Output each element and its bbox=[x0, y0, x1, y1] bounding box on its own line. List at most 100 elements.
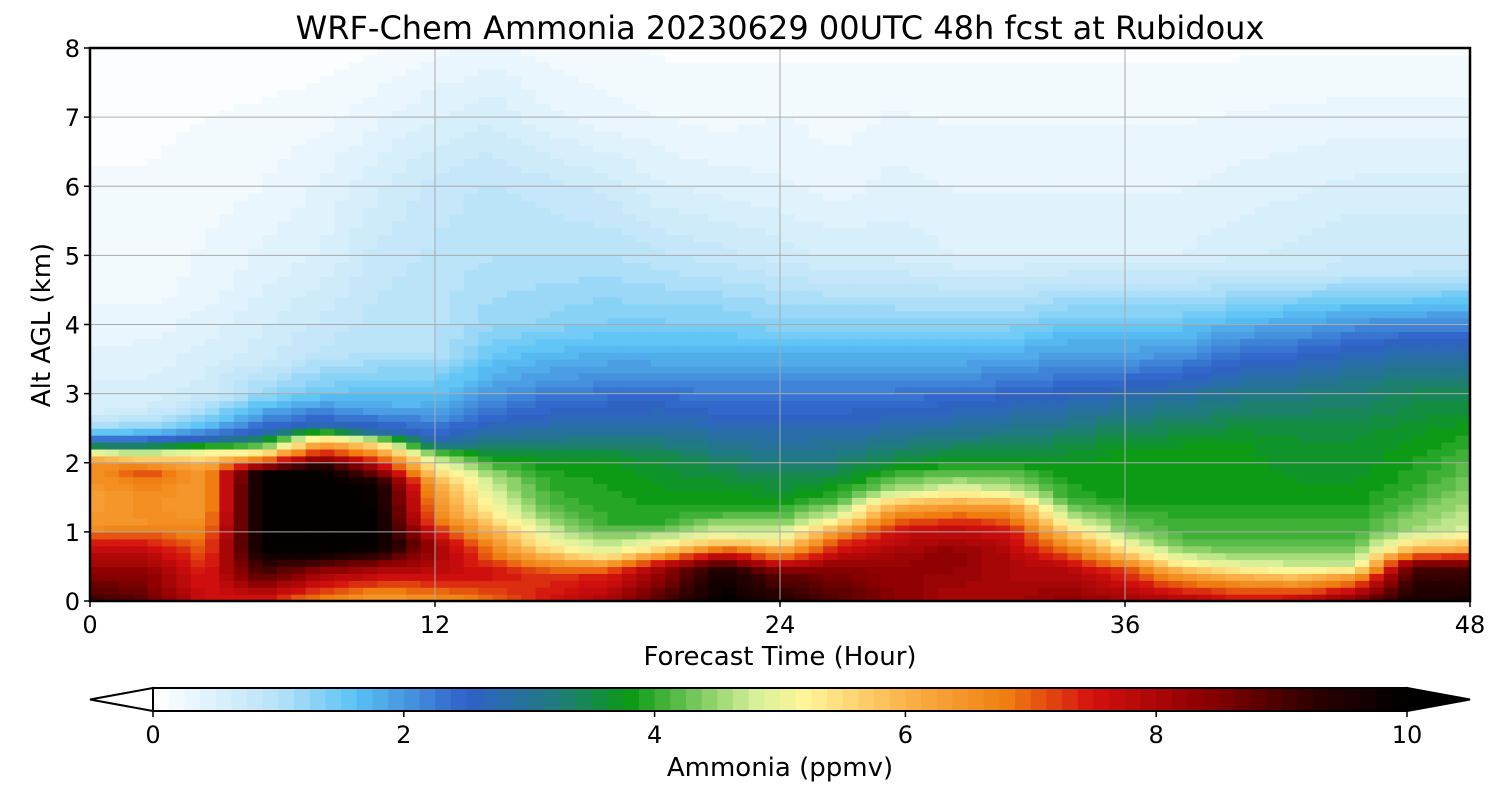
heatmap-cell bbox=[320, 483, 335, 491]
heatmap-cell bbox=[751, 338, 767, 346]
heatmap-cell bbox=[851, 262, 867, 270]
heatmap-cell bbox=[391, 435, 407, 443]
heatmap-cell bbox=[506, 255, 522, 263]
heatmap-cell bbox=[550, 262, 565, 270]
heatmap-cell bbox=[463, 103, 479, 111]
heatmap-cell bbox=[248, 276, 264, 284]
heatmap-cell bbox=[593, 476, 609, 485]
heatmap-cell bbox=[406, 386, 422, 395]
heatmap-cell bbox=[636, 531, 652, 540]
heatmap-cell bbox=[506, 448, 522, 457]
heatmap-cell bbox=[492, 89, 508, 97]
heatmap-cell bbox=[133, 379, 149, 388]
heatmap-cell bbox=[104, 379, 120, 388]
heatmap-cell bbox=[880, 158, 896, 167]
heatmap-cell bbox=[248, 283, 264, 291]
heatmap-cell bbox=[966, 82, 982, 91]
heatmap-cell bbox=[564, 442, 580, 450]
heatmap-cell bbox=[492, 206, 508, 215]
heatmap-cell bbox=[521, 54, 537, 63]
heatmap-cell bbox=[564, 414, 580, 422]
heatmap-cell bbox=[363, 545, 379, 554]
heatmap-cell bbox=[607, 580, 623, 588]
heatmap-cell bbox=[276, 448, 292, 457]
heatmap-cell bbox=[248, 497, 264, 505]
heatmap-cell bbox=[621, 262, 637, 270]
heatmap-cell bbox=[348, 386, 364, 395]
heatmap-cell bbox=[578, 414, 594, 422]
heatmap-cell bbox=[420, 289, 436, 298]
heatmap-cell bbox=[794, 435, 810, 443]
heatmap-cell bbox=[823, 137, 839, 146]
heatmap-cell bbox=[909, 428, 925, 436]
heatmap-cell bbox=[161, 483, 177, 491]
heatmap-cell bbox=[578, 538, 594, 547]
heatmap-cell bbox=[420, 497, 436, 505]
heatmap-cell bbox=[909, 193, 925, 201]
heatmap-cell bbox=[837, 110, 853, 118]
heatmap-cell bbox=[377, 421, 393, 429]
heatmap-cell bbox=[320, 241, 335, 250]
heatmap-cell bbox=[492, 393, 508, 402]
heatmap-cell bbox=[492, 531, 508, 540]
heatmap-cell bbox=[320, 213, 335, 222]
heatmap-cell bbox=[808, 289, 824, 298]
heatmap-cell bbox=[391, 345, 407, 353]
heatmap-cell bbox=[808, 421, 824, 429]
heatmap-cell bbox=[751, 96, 767, 104]
heatmap-cell bbox=[420, 54, 436, 63]
heatmap-cell bbox=[851, 248, 867, 256]
heatmap-cell bbox=[449, 518, 465, 526]
heatmap-cell bbox=[751, 538, 767, 547]
heatmap-cell bbox=[564, 365, 580, 374]
heatmap-cell bbox=[794, 269, 810, 277]
heatmap-cell bbox=[334, 186, 350, 194]
heatmap-cell bbox=[780, 89, 795, 97]
heatmap-cell bbox=[909, 283, 925, 291]
heatmap-cell bbox=[895, 137, 910, 146]
heatmap-cell bbox=[722, 524, 738, 533]
heatmap-cell bbox=[262, 68, 278, 77]
heatmap-cell bbox=[650, 283, 666, 291]
heatmap-cell bbox=[334, 386, 350, 395]
heatmap-cell bbox=[363, 435, 379, 443]
heatmap-cell bbox=[780, 345, 795, 353]
heatmap-cell bbox=[765, 276, 781, 284]
heatmap-cell bbox=[420, 130, 436, 139]
heatmap-cell bbox=[363, 61, 379, 70]
heatmap-cell bbox=[90, 179, 105, 187]
heatmap-cell bbox=[578, 227, 594, 236]
heatmap-cell bbox=[262, 414, 278, 422]
heatmap-cell bbox=[348, 345, 364, 353]
heatmap-cell bbox=[492, 144, 508, 153]
heatmap-cell bbox=[794, 179, 810, 187]
heatmap-cell bbox=[708, 545, 724, 554]
heatmap-cell bbox=[765, 186, 781, 194]
heatmap-cell bbox=[363, 352, 379, 360]
heatmap-cell bbox=[550, 497, 565, 505]
heatmap-cell bbox=[578, 310, 594, 319]
heatmap-cell bbox=[578, 400, 594, 409]
heatmap-cell bbox=[593, 359, 609, 367]
heatmap-cell bbox=[506, 345, 522, 353]
heatmap-cell bbox=[621, 165, 637, 174]
heatmap-cell bbox=[478, 448, 494, 457]
heatmap-cell bbox=[391, 124, 407, 132]
heatmap-cell bbox=[736, 110, 752, 118]
heatmap-cell bbox=[406, 54, 422, 63]
heatmap-cell bbox=[851, 469, 867, 478]
heatmap-cell bbox=[981, 462, 997, 471]
heatmap-cell bbox=[133, 103, 149, 111]
heatmap-cell bbox=[90, 566, 105, 574]
heatmap-cell bbox=[161, 303, 177, 312]
heatmap-cell bbox=[118, 524, 134, 533]
heatmap-cell bbox=[291, 531, 307, 540]
heatmap-cell bbox=[564, 518, 580, 526]
heatmap-cell bbox=[535, 200, 551, 208]
heatmap-cell bbox=[808, 483, 824, 491]
heatmap-cell bbox=[219, 158, 235, 167]
heatmap-cell bbox=[607, 421, 623, 429]
heatmap-cell bbox=[665, 573, 680, 581]
heatmap-cell bbox=[506, 497, 522, 505]
heatmap-cell bbox=[348, 455, 364, 464]
